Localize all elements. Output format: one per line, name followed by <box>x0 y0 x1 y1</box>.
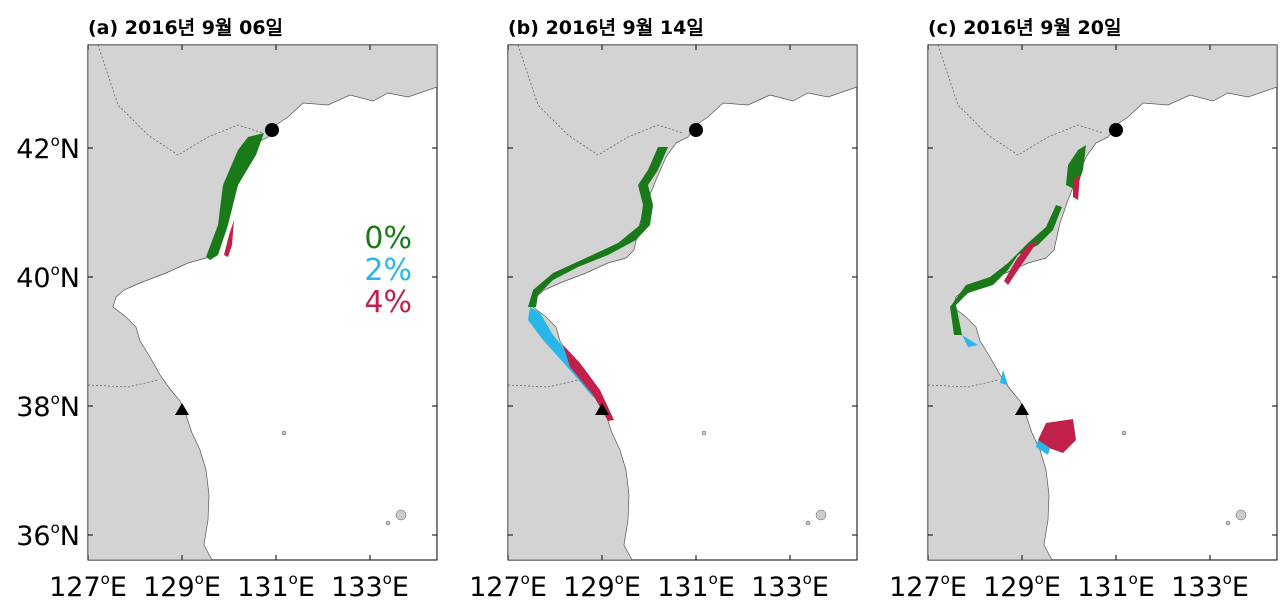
tick-hemisphere: N <box>60 263 80 294</box>
site-marker <box>1015 403 1029 415</box>
tick-number: 127 <box>889 572 941 603</box>
tick-degree: o <box>289 570 298 588</box>
lat-tick-label: 38oN <box>16 390 80 423</box>
tick-hemisphere: E <box>1044 572 1061 603</box>
spill-0 <box>950 205 1062 335</box>
legend-entry: 4% <box>364 285 412 320</box>
tick-degree: o <box>941 570 950 588</box>
spill-4 <box>563 345 614 421</box>
lon-tick-label: 129oE <box>563 570 641 603</box>
tick-hemisphere: N <box>60 134 80 165</box>
spill-4 <box>1073 175 1080 200</box>
spill-0 <box>528 147 668 307</box>
tick-hemisphere: E <box>1138 572 1155 603</box>
spill-0 <box>1066 145 1086 190</box>
tick-hemisphere: E <box>950 572 967 603</box>
tick-number: 38 <box>16 392 50 423</box>
tick-degree: o <box>615 570 624 588</box>
tick-degree: o <box>803 570 812 588</box>
site-marker <box>595 403 609 415</box>
tick-number: 131 <box>1077 572 1129 603</box>
lon-tick-label: 131oE <box>657 570 735 603</box>
tick-degree: o <box>709 570 718 588</box>
tick-degree: o <box>383 570 392 588</box>
tick-hemisphere: N <box>60 392 80 423</box>
tick-number: 127 <box>49 572 101 603</box>
legend-entry: 2% <box>364 253 412 288</box>
spill-2 <box>962 335 1008 385</box>
lon-tick-label: 129oE <box>983 570 1061 603</box>
legend-entry: 0% <box>364 221 412 256</box>
tick-number: 36 <box>16 521 50 552</box>
panel-title: (c) 2016년 9월 20일 <box>928 17 1121 39</box>
spill-4 <box>224 220 234 257</box>
tick-number: 133 <box>331 572 383 603</box>
tick-hemisphere: E <box>812 572 829 603</box>
panel <box>87 44 438 561</box>
lon-tick-label: 129oE <box>143 570 221 603</box>
tick-hemisphere: E <box>204 572 221 603</box>
tick-hemisphere: E <box>1232 572 1249 603</box>
tick-hemisphere: E <box>298 572 315 603</box>
tick-degree: o <box>51 261 60 279</box>
tick-degree: o <box>1129 570 1138 588</box>
tick-number: 131 <box>237 572 289 603</box>
tick-degree: o <box>195 570 204 588</box>
lon-tick-label: 131oE <box>1077 570 1155 603</box>
panel-title: (a) 2016년 9월 06일 <box>88 17 283 39</box>
tick-hemisphere: E <box>718 572 735 603</box>
tick-hemisphere: E <box>110 572 127 603</box>
source-marker <box>689 123 703 137</box>
source-marker <box>1109 123 1123 137</box>
tick-hemisphere: E <box>392 572 409 603</box>
tick-number: 129 <box>563 572 615 603</box>
lat-tick-label: 36oN <box>16 519 80 552</box>
tick-hemisphere: N <box>60 521 80 552</box>
lon-tick-label: 133oE <box>751 570 829 603</box>
tick-number: 131 <box>657 572 709 603</box>
lon-tick-label: 133oE <box>331 570 409 603</box>
panel-title: (b) 2016년 9월 14일 <box>508 17 704 39</box>
tick-degree: o <box>1035 570 1044 588</box>
tick-hemisphere: E <box>624 572 641 603</box>
panel <box>507 44 858 561</box>
lon-tick-label: 131oE <box>237 570 315 603</box>
spill-4 <box>1038 419 1076 453</box>
spill-4 <box>1004 241 1038 285</box>
tick-number: 129 <box>143 572 195 603</box>
tick-degree: o <box>521 570 530 588</box>
lon-tick-label: 133oE <box>1171 570 1249 603</box>
tick-hemisphere: E <box>530 572 547 603</box>
lon-tick-label: 127oE <box>49 570 127 603</box>
spill-0 <box>206 133 264 260</box>
legend: 0%2%4% <box>364 221 412 320</box>
tick-degree: o <box>1223 570 1232 588</box>
spill-2 <box>1036 440 1050 455</box>
lon-tick-label: 127oE <box>889 570 967 603</box>
tick-number: 40 <box>16 263 50 294</box>
site-marker <box>175 403 189 415</box>
tick-number: 42 <box>16 134 50 165</box>
lon-tick-label: 127oE <box>469 570 547 603</box>
tick-number: 127 <box>469 572 521 603</box>
tick-number: 133 <box>1171 572 1223 603</box>
tick-degree: o <box>51 519 60 537</box>
lat-tick-label: 42oN <box>16 132 80 165</box>
lat-tick-label: 40oN <box>16 261 80 294</box>
tick-number: 133 <box>751 572 803 603</box>
tick-degree: o <box>51 390 60 408</box>
tick-degree: o <box>101 570 110 588</box>
tick-number: 129 <box>983 572 1035 603</box>
source-marker <box>265 123 279 137</box>
panel <box>927 44 1278 561</box>
tick-degree: o <box>51 132 60 150</box>
